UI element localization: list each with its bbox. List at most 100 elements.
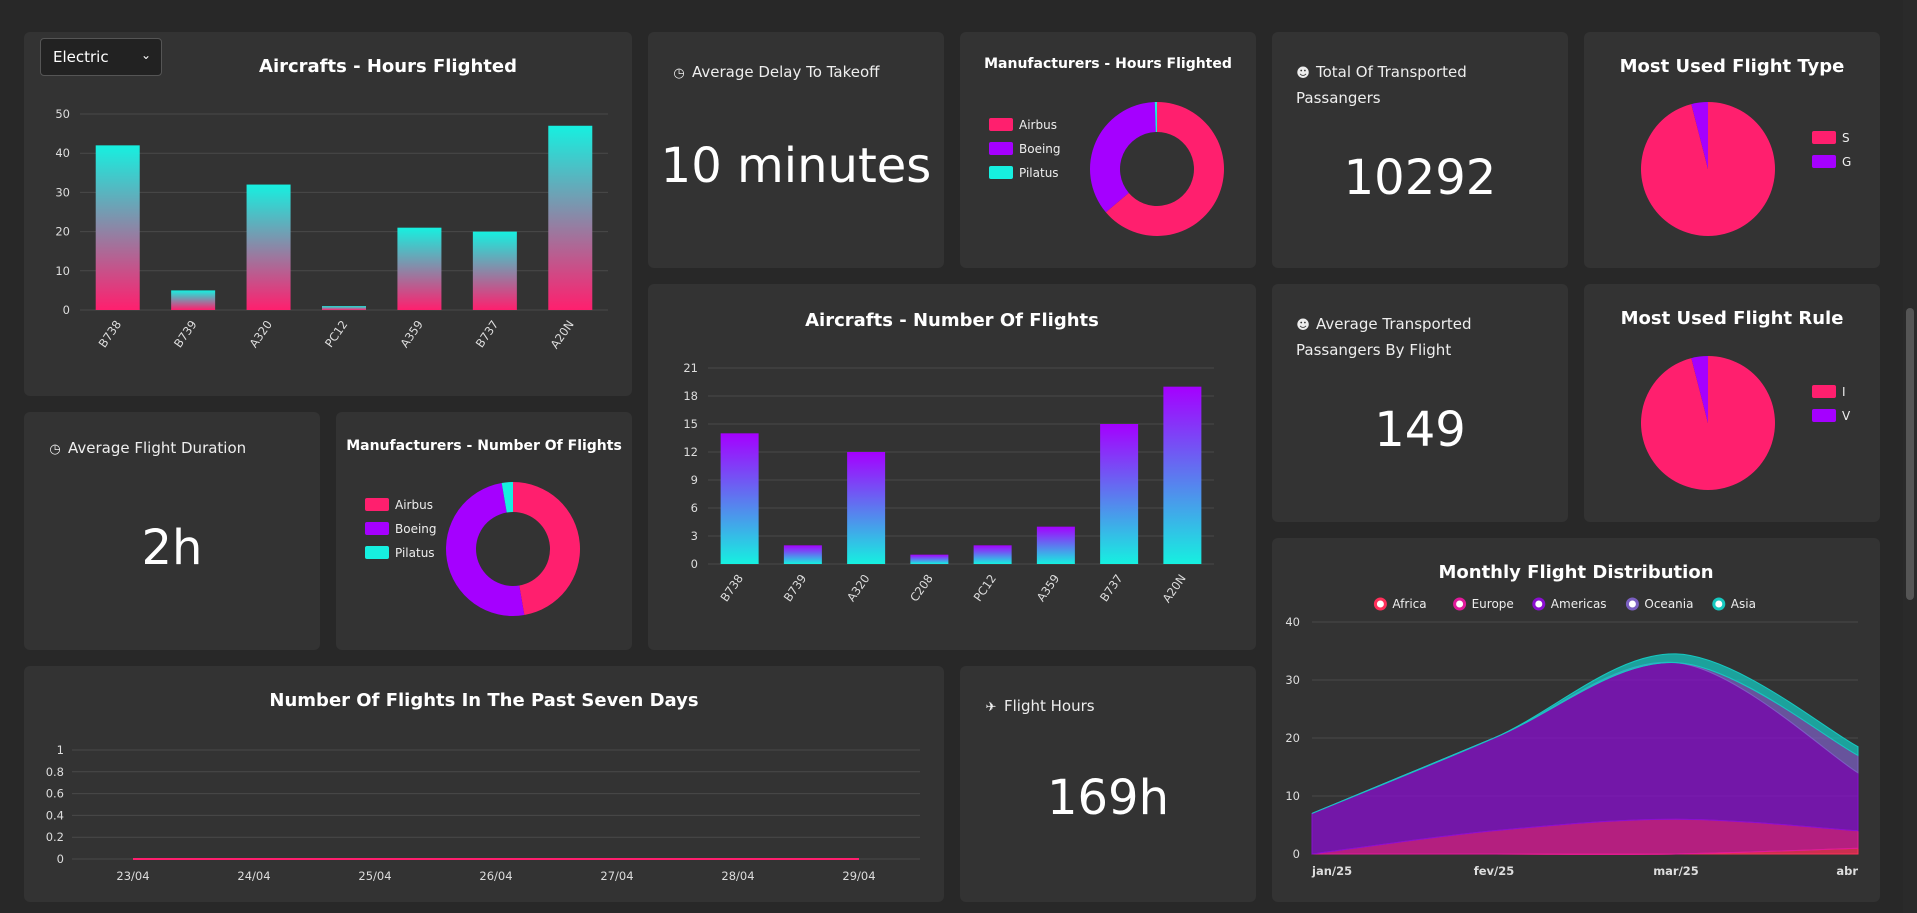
- legend-marker[interactable]: [1532, 597, 1546, 611]
- x-tick-label: A359: [1034, 572, 1063, 604]
- y-tick-label: 50: [55, 107, 70, 121]
- x-tick-label: 25/04: [358, 869, 391, 883]
- x-tick-label: A20N: [547, 318, 576, 352]
- bar[interactable]: [1100, 424, 1139, 564]
- y-tick-label: 10: [1285, 789, 1300, 803]
- stat-label: ◷ Average Delay To Takeoff: [672, 60, 879, 86]
- y-tick-label: 0: [63, 303, 70, 317]
- select-value: Electric: [53, 48, 109, 66]
- flights-bar-chart: 0 3 6 9 12 15 18 21 B738 B739 A320 C208 PC12 A359 B737…: [683, 361, 1214, 605]
- chart-title: Aircrafts - Number Of Flights: [805, 310, 1099, 331]
- pie-slice[interactable]: [446, 482, 525, 616]
- card-monthly: Monthly Flight Distribution 0 10 20 30 40 jan…: [1272, 538, 1880, 902]
- avg-duration-value: 2h: [141, 520, 203, 576]
- bar[interactable]: [783, 545, 822, 564]
- y-tick-label: 0: [691, 557, 698, 571]
- pie-slice[interactable]: [513, 482, 580, 616]
- pie-slice[interactable]: [501, 482, 513, 513]
- legend-swatch[interactable]: [989, 142, 1013, 155]
- avg-pax-value: 149: [1374, 402, 1466, 458]
- bar[interactable]: [1036, 526, 1075, 564]
- legend-swatch[interactable]: [989, 118, 1013, 131]
- legend-label: S: [1842, 131, 1850, 145]
- avg-delay-label: Average Delay To Takeoff: [692, 63, 880, 81]
- legend-label: Airbus: [1019, 118, 1057, 132]
- hours-bar-chart: 0 10 20 30 40 50 B738 B739 A320 PC12 A359 B737 A20N: [55, 107, 608, 352]
- pie-slice[interactable]: [1691, 102, 1708, 169]
- bar[interactable]: [95, 145, 140, 310]
- area-series[interactable]: [1311, 653, 1859, 814]
- card-avg-duration: ◷ Average Flight Duration 2h: [24, 412, 320, 650]
- chart-title: Most Used Flight Rule: [1620, 308, 1844, 329]
- card-mfr-hours: Manufacturers - Hours Flighted Airbus Boe…: [960, 32, 1256, 268]
- pie-slice[interactable]: [1691, 356, 1708, 423]
- x-tick-label: PC12: [971, 572, 999, 604]
- legend-marker[interactable]: [1625, 597, 1639, 611]
- flight-type-pie: SG: [1641, 102, 1851, 236]
- avg-pax-label: Average Transported Passangers By Flight: [1296, 315, 1472, 359]
- person-icon: ☻: [1296, 318, 1310, 333]
- chart-title: Most Used Flight Type: [1619, 56, 1845, 77]
- clock-icon: ◷: [49, 442, 61, 457]
- y-tick-label: 15: [683, 417, 698, 431]
- legend-swatch[interactable]: [1812, 385, 1836, 398]
- scrollbar-thumb[interactable]: [1906, 308, 1914, 600]
- legend-swatch[interactable]: [1812, 409, 1836, 422]
- avg-delay-value: 10 minutes: [660, 138, 932, 194]
- seven-days-line-chart: 0 0.2 0.4 0.6 0.8 1 23/04 24/04 25/04 26/04 27/04 2…: [46, 743, 920, 883]
- pie-slice[interactable]: [1090, 102, 1156, 213]
- legend-swatch[interactable]: [1812, 155, 1836, 168]
- legend-swatch[interactable]: [1812, 131, 1836, 144]
- legend-marker[interactable]: [1712, 597, 1726, 611]
- bar[interactable]: [246, 184, 291, 310]
- x-tick-label: abr: [1836, 864, 1858, 878]
- x-tick-label: jan/25: [1311, 864, 1352, 878]
- bar[interactable]: [472, 231, 517, 310]
- x-tick-label: B739: [781, 572, 810, 604]
- bar[interactable]: [1163, 386, 1202, 564]
- legend-swatch[interactable]: [365, 522, 389, 535]
- bar[interactable]: [973, 545, 1012, 564]
- chart-title: Number Of Flights In The Past Seven Days: [269, 690, 699, 711]
- legend-marker[interactable]: [1453, 597, 1467, 611]
- flight-hours-label: Flight Hours: [1004, 697, 1095, 715]
- bar[interactable]: [847, 452, 886, 564]
- legend-label: Pilatus: [395, 546, 435, 560]
- legend-swatch[interactable]: [365, 546, 389, 559]
- y-tick-label: 12: [683, 445, 698, 459]
- y-tick-label: 0.4: [46, 808, 64, 822]
- total-pax-label: Total Of Transported Passangers: [1296, 63, 1467, 107]
- legend-label: Americas: [1551, 597, 1607, 611]
- pie-slice[interactable]: [1105, 102, 1224, 236]
- aircraft-type-select[interactable]: Electric ⌄: [40, 38, 162, 76]
- card-total-pax: ☻ Total Of Transported Passangers 10292: [1272, 32, 1568, 268]
- x-tick-label: 23/04: [116, 869, 149, 883]
- pie-slice[interactable]: [1154, 102, 1157, 133]
- x-tick-label: B738: [96, 318, 125, 350]
- chevron-down-icon: ⌄: [140, 48, 151, 62]
- x-tick-label: fev/25: [1474, 864, 1515, 878]
- legend-label: Boeing: [1019, 142, 1061, 156]
- legend-label: Pilatus: [1019, 166, 1059, 180]
- legend-swatch[interactable]: [365, 498, 389, 511]
- legend-label: Asia: [1731, 597, 1756, 611]
- bar[interactable]: [720, 433, 759, 564]
- legend-swatch[interactable]: [989, 166, 1013, 179]
- x-tick-label: A320: [246, 318, 275, 350]
- bar[interactable]: [548, 125, 593, 310]
- bar[interactable]: [322, 306, 366, 310]
- legend-label: G: [1842, 155, 1851, 169]
- bar[interactable]: [910, 554, 949, 564]
- bar[interactable]: [171, 290, 216, 310]
- bar[interactable]: [397, 227, 442, 310]
- y-tick-label: 40: [55, 146, 70, 160]
- airplane-icon: ✈: [985, 700, 997, 715]
- x-tick-label: mar/25: [1653, 864, 1699, 878]
- legend-label: Boeing: [395, 522, 437, 536]
- legend-label: Oceania: [1644, 597, 1693, 611]
- y-tick-label: 0: [1293, 847, 1300, 861]
- y-tick-label: 6: [691, 501, 698, 515]
- legend-marker[interactable]: [1373, 597, 1387, 611]
- page-scrollbar[interactable]: [1903, 0, 1917, 913]
- x-tick-label: A359: [397, 318, 426, 350]
